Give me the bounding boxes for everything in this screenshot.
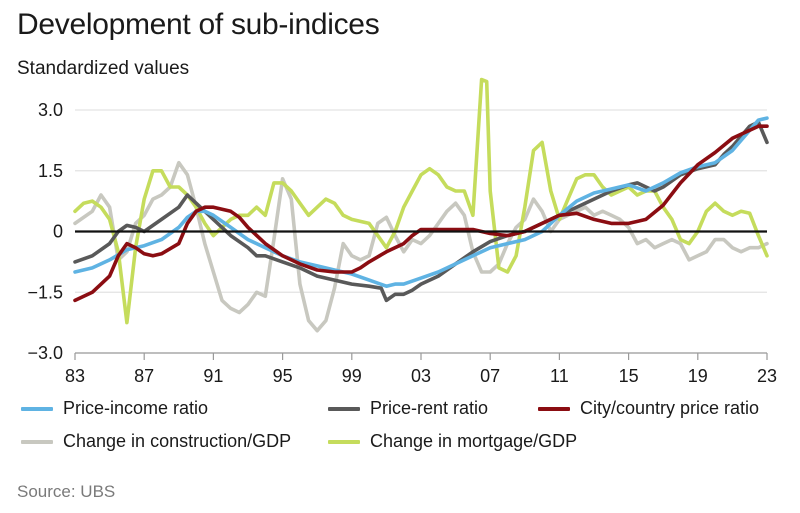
legend-swatch-price-rent [328, 406, 360, 411]
y-tick-label: −1.5 [27, 282, 63, 302]
x-tick-label: 95 [273, 366, 293, 386]
legend-item-mortgage: Change in mortgage/GDP [328, 431, 577, 452]
x-tick-label: 83 [65, 366, 85, 386]
legend-item-price-income: Price-income ratio [21, 398, 208, 419]
legend-label: City/country price ratio [580, 398, 760, 418]
x-tick-label: 15 [619, 366, 639, 386]
legend-label: Change in construction/GDP [63, 431, 292, 451]
y-tick-label: 3.0 [38, 100, 63, 120]
series-line-city-country-price-ratio [73, 124, 769, 303]
series-line-price-income-ratio [73, 116, 769, 288]
source-note: Source: UBS [17, 482, 116, 501]
x-tick-label: 91 [203, 366, 223, 386]
x-tick-label: 99 [342, 366, 362, 386]
y-tick-label: −3.0 [27, 343, 63, 363]
legend-swatch-price-income [21, 406, 53, 411]
chart-subtitle: Standardized values [17, 58, 190, 79]
x-tick-label: 19 [688, 366, 708, 386]
x-tick-label: 23 [757, 366, 777, 386]
x-tick-label: 87 [134, 366, 154, 386]
legend-item-construction: Change in construction/GDP [21, 431, 291, 452]
legend-label: Price-rent ratio [370, 398, 489, 418]
x-tick-label: 11 [550, 366, 569, 386]
series-line-price-rent-ratio [73, 120, 769, 303]
legend-swatch-construction [21, 439, 53, 444]
legend-item-city-country: City/country price ratio [538, 398, 759, 419]
y-axis-ticks: −3.0 −1.5 0 1.5 3.0 [27, 100, 63, 363]
legend-item-price-rent: Price-rent ratio [328, 398, 488, 419]
legend-swatch-mortgage [328, 439, 360, 444]
legend-label: Price-income ratio [63, 398, 209, 418]
legend-swatch-city-country [538, 406, 570, 411]
y-tick-label: 0 [53, 222, 63, 242]
x-axis: 83 87 91 95 99 03 07 11 15 19 23 [65, 352, 777, 386]
legend-label: Change in mortgage/GDP [370, 431, 578, 451]
y-tick-label: 1.5 [38, 161, 63, 181]
x-tick-label: 03 [411, 366, 431, 386]
x-tick-label: 07 [480, 366, 500, 386]
chart-title: Development of sub-indices [17, 8, 380, 41]
series-lines [73, 77, 769, 333]
